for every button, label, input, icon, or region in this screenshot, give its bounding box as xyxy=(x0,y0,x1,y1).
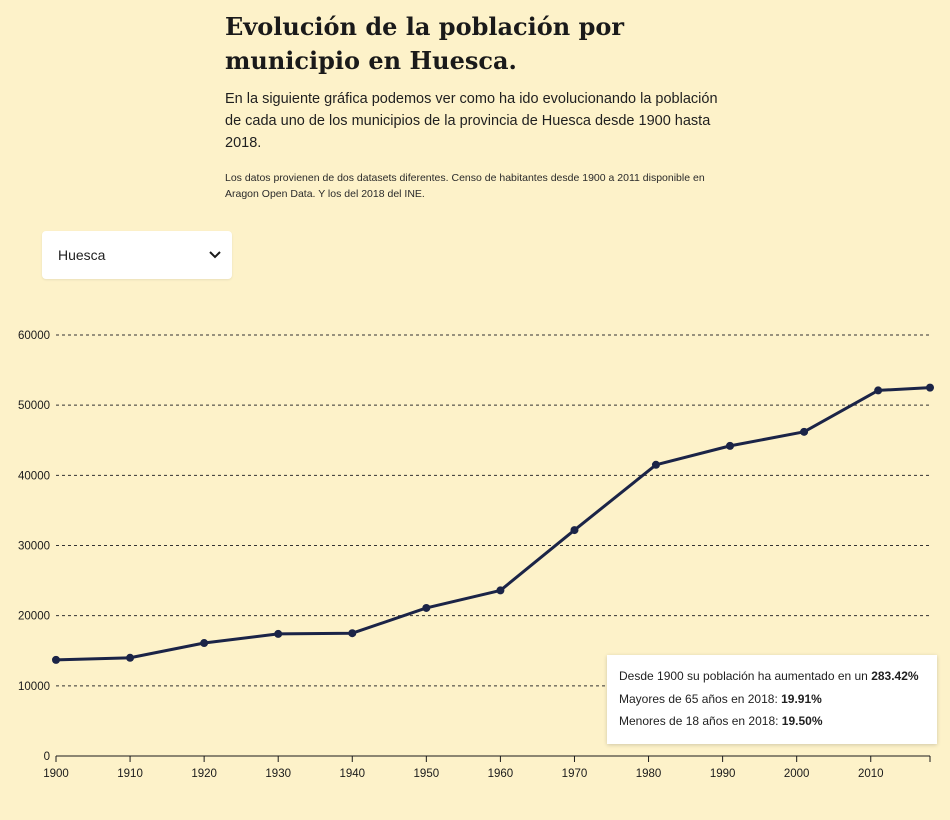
page-title: Evolución de la población por municipio … xyxy=(225,12,624,75)
tooltip-growth: Desde 1900 su población ha aumentado en … xyxy=(619,669,919,683)
tooltip-under-18: Menores de 18 años en 2018: 19.50% xyxy=(619,714,823,728)
data-point xyxy=(570,526,579,535)
municipality-select-value: Huesca xyxy=(58,247,106,263)
x-tick-label: 1980 xyxy=(636,768,662,780)
data-point xyxy=(422,603,431,612)
data-point xyxy=(496,586,505,595)
data-point xyxy=(274,629,283,638)
data-point xyxy=(726,441,735,450)
y-tick-label: 40000 xyxy=(18,470,50,482)
x-tick-label: 1910 xyxy=(117,768,143,780)
municipality-select[interactable]: Huesca xyxy=(42,231,232,279)
data-point xyxy=(200,639,209,648)
y-tick-label: 10000 xyxy=(18,681,50,693)
data-point xyxy=(651,460,660,469)
under-18-value: 19.50% xyxy=(781,714,823,728)
y-tick-label: 0 xyxy=(44,751,50,763)
y-tick-label: 60000 xyxy=(18,330,50,342)
y-tick-label: 20000 xyxy=(18,611,50,623)
data-point xyxy=(126,653,135,662)
x-tick-label: 1960 xyxy=(488,768,514,780)
x-tick-label: 1970 xyxy=(562,768,588,780)
chevron-down-icon xyxy=(208,248,222,262)
x-tick-label: 1920 xyxy=(191,768,217,780)
x-tick-label: 2000 xyxy=(784,768,810,780)
x-tick-label: 1990 xyxy=(710,768,736,780)
header: Evolución de la población por municipio … xyxy=(225,10,725,202)
data-point xyxy=(348,629,357,638)
over-65-value: 19.91% xyxy=(781,691,822,706)
y-tick-label: 50000 xyxy=(18,400,50,412)
growth-value: 283.42% xyxy=(871,669,919,683)
tooltip-over-65: Mayores de 65 años en 2018: 19.91% xyxy=(619,691,822,706)
y-tick-label: 30000 xyxy=(18,541,50,553)
x-tick-label: 1930 xyxy=(265,768,291,780)
data-point xyxy=(874,386,883,395)
x-tick-label: 1940 xyxy=(339,768,365,780)
x-tick-label: 2010 xyxy=(858,768,884,780)
page-subtitle: En la siguiente gráfica podemos ver como… xyxy=(225,91,718,151)
stats-tooltip: Desde 1900 su población ha aumentado en … xyxy=(607,655,937,744)
data-point xyxy=(52,655,60,664)
x-tick-label: 1950 xyxy=(414,768,440,780)
data-point xyxy=(926,383,934,392)
data-point xyxy=(800,427,809,436)
x-tick-label: 1900 xyxy=(43,768,69,780)
data-source-note: Los datos provienen de dos datasets dife… xyxy=(225,172,705,200)
population-series-line xyxy=(55,386,931,662)
